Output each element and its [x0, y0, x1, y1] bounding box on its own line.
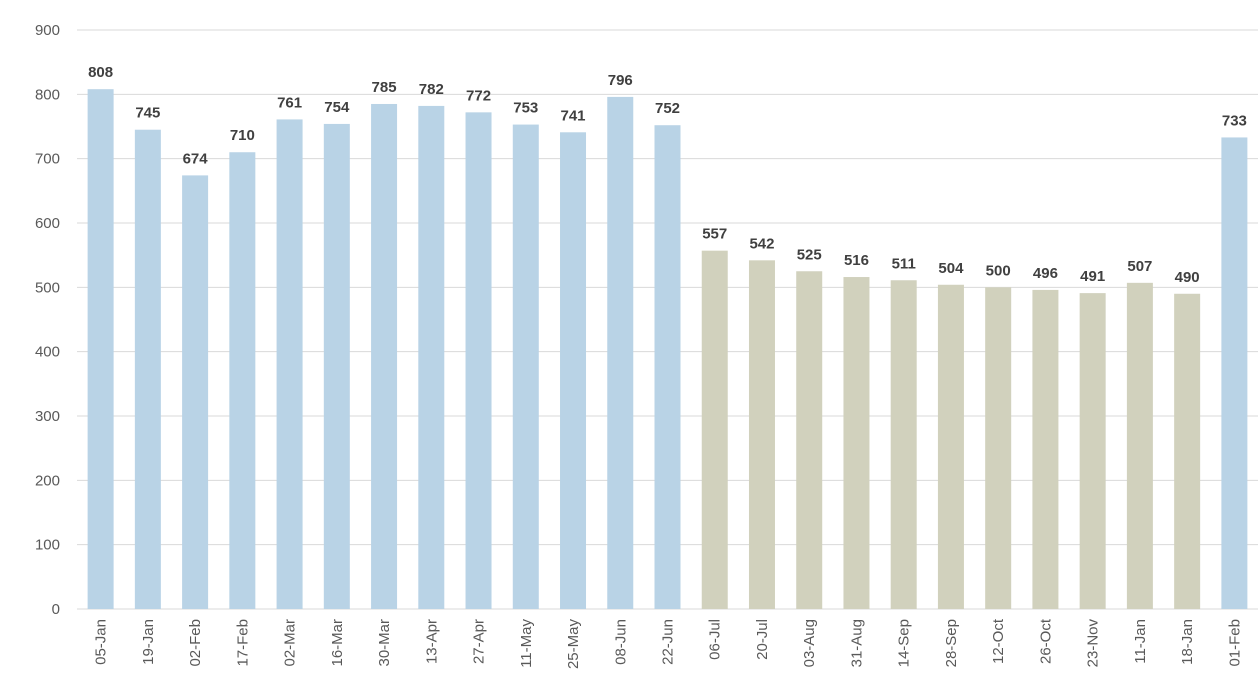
x-tick-label: 20-Jul	[754, 619, 771, 660]
x-tick-label: 12-Oct	[990, 618, 1007, 664]
x-tick-label: 17-Feb	[234, 619, 251, 667]
data-label: 511	[892, 255, 916, 272]
y-tick-label: 0	[52, 601, 60, 618]
data-label: 782	[419, 81, 444, 98]
bar-17-feb	[229, 152, 256, 609]
bar-06-jul	[701, 250, 728, 609]
bar-11-may	[512, 124, 539, 609]
x-tick-label: 11-Jan	[1132, 619, 1149, 664]
data-label: 754	[324, 99, 350, 116]
bar-22-jun	[654, 125, 681, 610]
x-tick-label: 02-Mar	[282, 619, 299, 667]
data-label: 753	[513, 100, 538, 117]
y-tick-label: 900	[35, 22, 60, 39]
data-label: 745	[135, 105, 160, 122]
bar-16-mar	[323, 123, 350, 609]
y-tick-label: 500	[35, 279, 60, 296]
x-tick-label: 22-Jun	[660, 619, 677, 665]
bar-02-mar	[276, 119, 303, 609]
data-label: 557	[702, 226, 727, 243]
data-label: 733	[1222, 112, 1247, 129]
data-label: 542	[749, 235, 774, 252]
bar-13-apr	[418, 105, 445, 609]
x-tick-label: 19-Jan	[140, 619, 157, 665]
bar-23-nov	[1079, 293, 1106, 609]
bars	[87, 89, 1248, 610]
x-tick-label: 16-Mar	[329, 619, 346, 667]
x-tick-label: 13-Apr	[423, 619, 440, 664]
data-label: 674	[183, 150, 209, 167]
bar-14-sep	[890, 280, 917, 609]
bar-26-oct	[1032, 289, 1059, 609]
x-axis-tick-labels: 05-Jan 19-Jan 02-Feb 17-Feb 02-Mar 16-Mar 30-M…	[93, 618, 1244, 669]
x-tick-label: 30-Mar	[376, 619, 393, 667]
x-tick-label: 01-Feb	[1226, 619, 1243, 667]
data-label: 710	[230, 127, 255, 144]
bar-20-jul	[748, 260, 775, 609]
x-tick-label: 26-Oct	[1037, 618, 1054, 664]
data-label: 772	[466, 87, 491, 104]
x-tick-label: 05-Jan	[93, 619, 110, 665]
bar-25-may	[560, 132, 587, 610]
bar-30-mar	[371, 103, 398, 609]
y-tick-label: 300	[35, 408, 60, 425]
y-tick-label: 100	[35, 537, 60, 554]
data-label: 491	[1080, 268, 1105, 285]
bar-02-feb	[182, 175, 209, 610]
x-tick-label: 27-Apr	[471, 619, 488, 664]
bar-11-jan	[1126, 282, 1153, 609]
data-label: 525	[797, 246, 822, 263]
data-label: 516	[844, 252, 869, 269]
data-label: 761	[277, 94, 302, 111]
x-tick-label: 06-Jul	[707, 619, 724, 660]
x-tick-label: 03-Aug	[801, 619, 818, 667]
bar-28-sep	[937, 284, 964, 609]
y-tick-label: 800	[35, 86, 60, 103]
bar-01-feb	[1221, 137, 1248, 610]
data-label: 507	[1127, 258, 1152, 275]
bar-18-jan	[1174, 293, 1201, 609]
data-label: 741	[561, 107, 586, 124]
data-label: 785	[372, 79, 397, 96]
data-label: 796	[608, 72, 633, 89]
y-tick-label: 700	[35, 151, 60, 168]
x-tick-label: 18-Jan	[1179, 619, 1196, 665]
bar-03-aug	[796, 271, 823, 609]
bar-31-aug	[843, 277, 870, 609]
bar-05-jan	[87, 89, 114, 610]
bar-08-jun	[607, 96, 634, 609]
data-label: 504	[938, 260, 964, 277]
bar-27-apr	[465, 112, 492, 609]
bar-12-oct	[985, 287, 1012, 609]
x-tick-label: 14-Sep	[896, 619, 913, 667]
y-axis-tick-labels: 0 100 200 300 400 500 600 700 800 900	[35, 22, 60, 618]
data-label: 490	[1175, 269, 1200, 286]
x-tick-label: 08-Jun	[612, 619, 629, 665]
data-label: 752	[655, 100, 680, 117]
x-tick-label: 02-Feb	[187, 619, 204, 667]
x-tick-label: 11-May	[518, 619, 535, 668]
data-label: 496	[1033, 265, 1058, 282]
bar-19-jan	[134, 129, 161, 609]
y-tick-label: 600	[35, 215, 60, 232]
x-tick-label: 25-May	[565, 619, 582, 670]
data-label: 808	[88, 64, 113, 81]
y-tick-label: 200	[35, 472, 60, 489]
data-labels: 808 745 674 710 761 754 785 782 772 753 741 796 752 5…	[88, 64, 1247, 286]
y-tick-label: 400	[35, 344, 60, 361]
data-label: 500	[986, 262, 1011, 279]
x-tick-label: 28-Sep	[943, 619, 960, 667]
x-tick-label: 23-Nov	[1085, 619, 1102, 668]
x-tick-label: 31-Aug	[848, 619, 865, 667]
